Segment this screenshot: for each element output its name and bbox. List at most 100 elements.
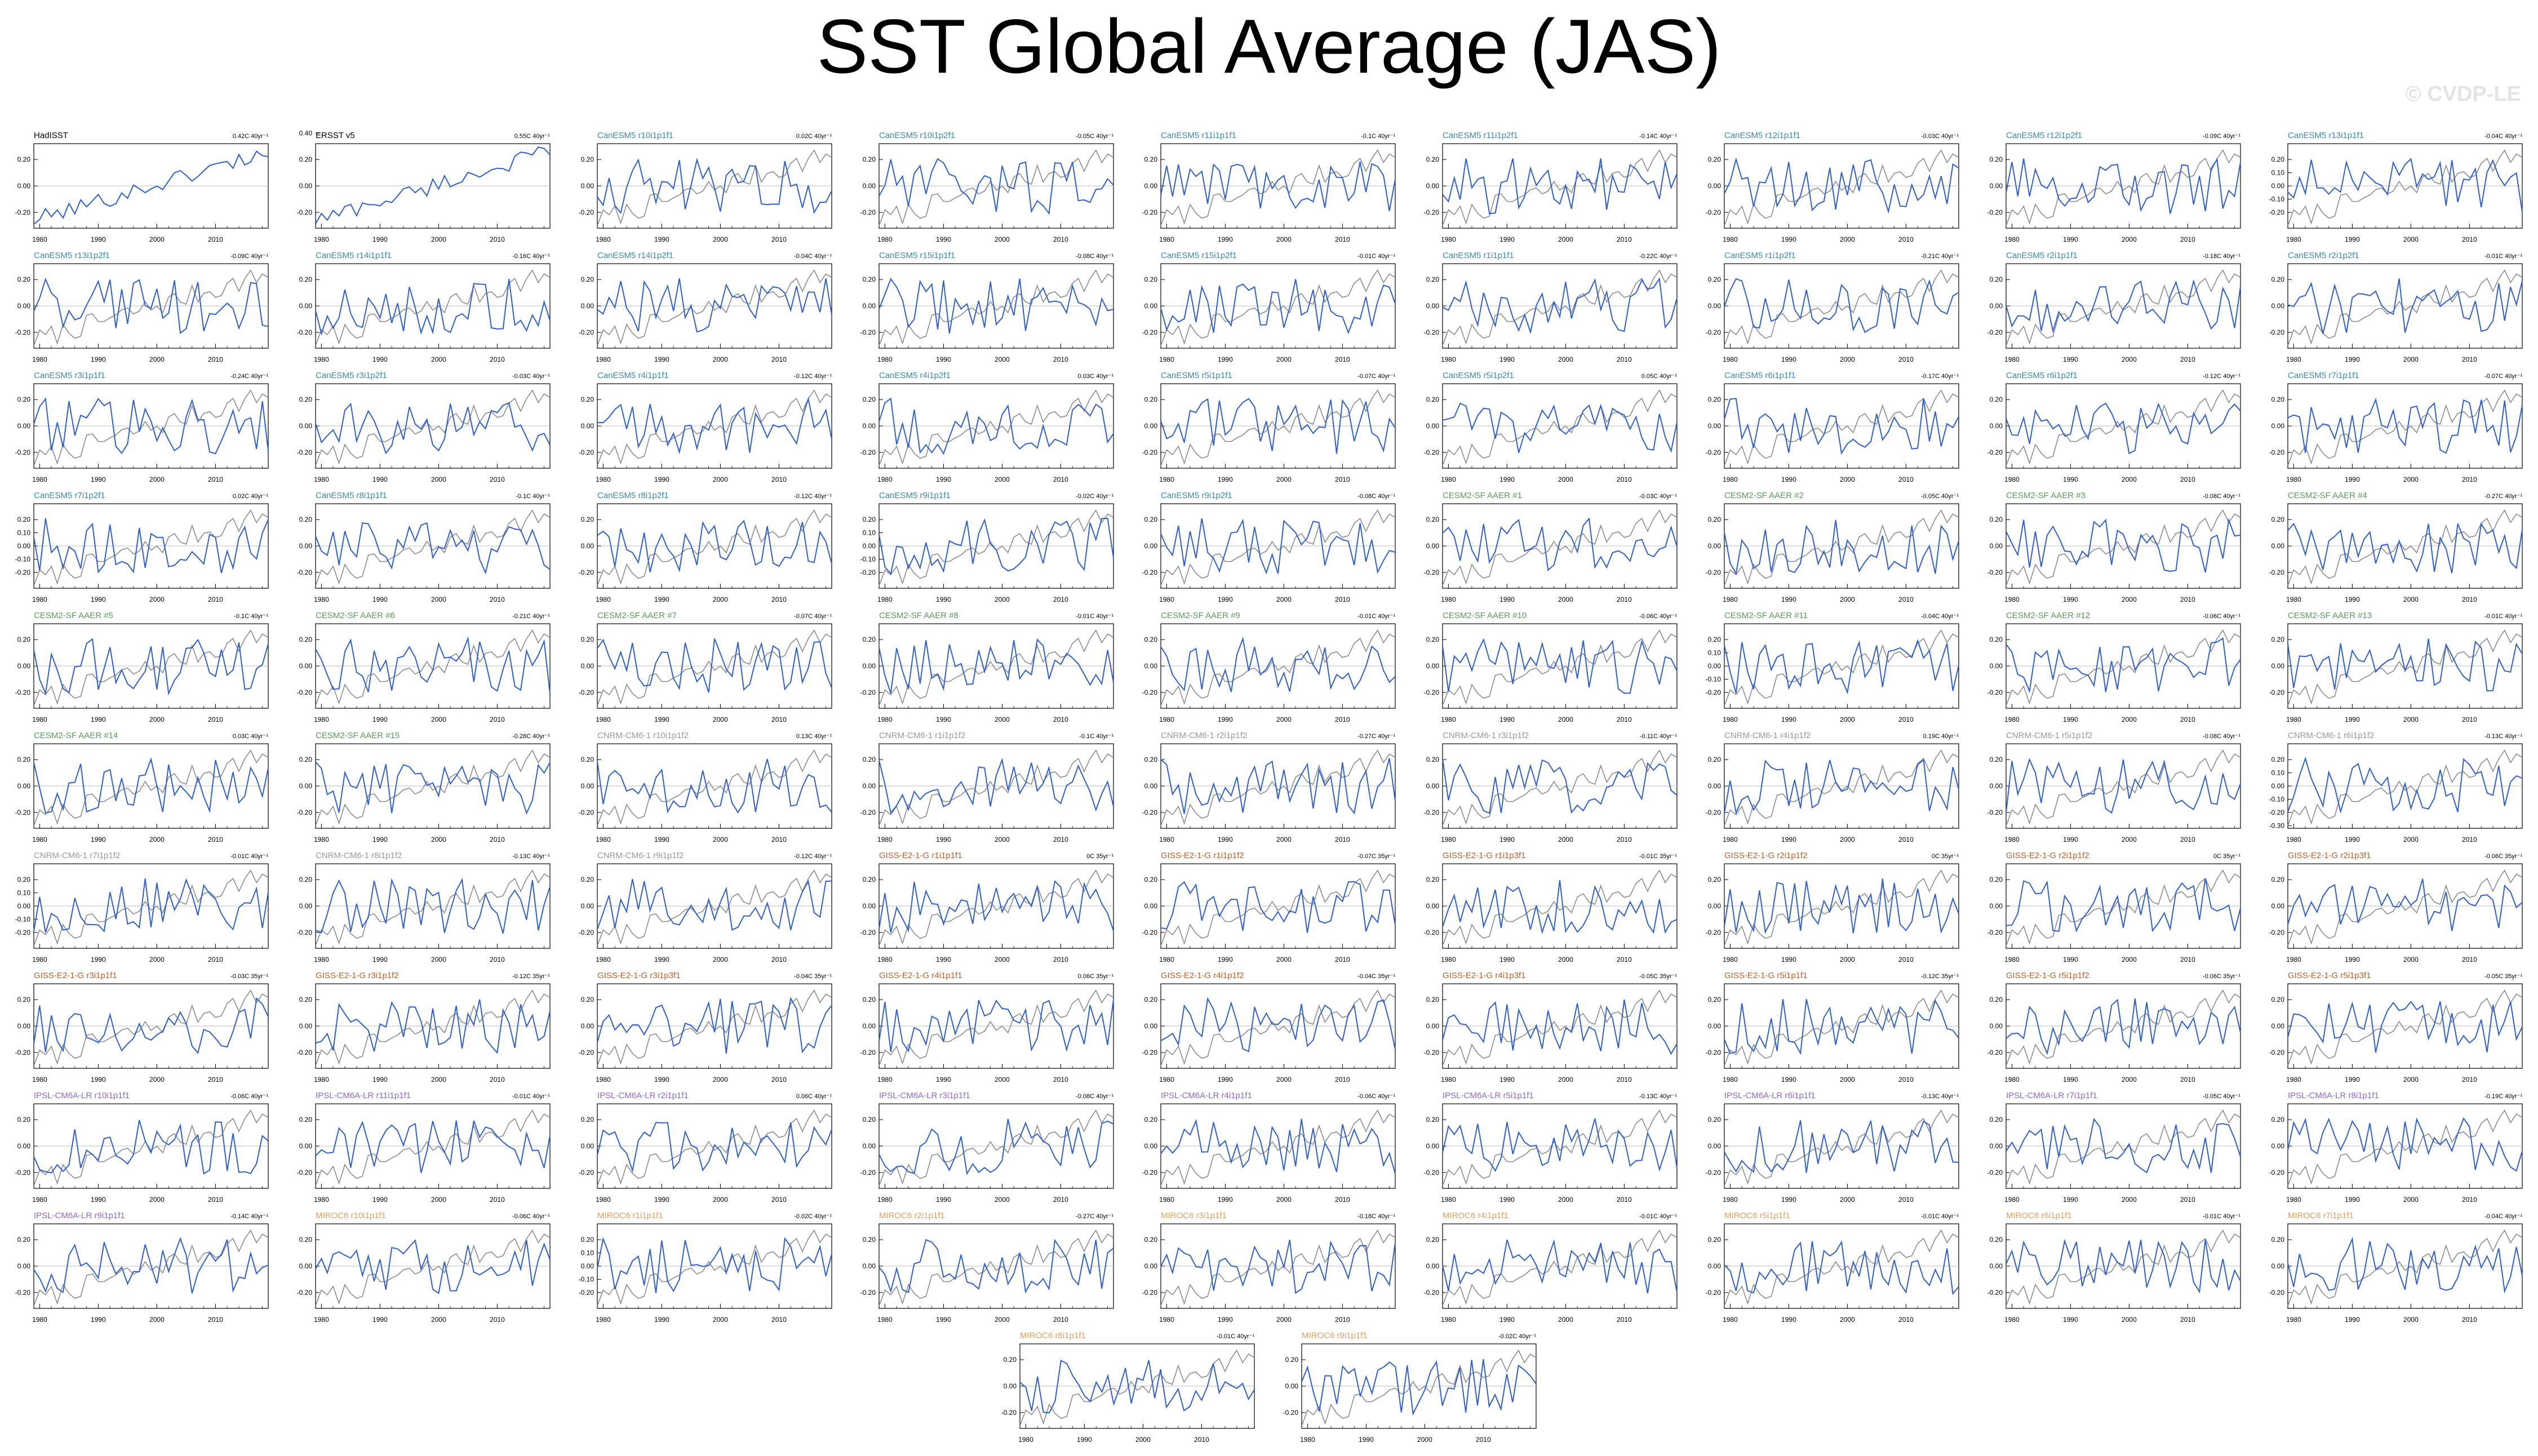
panel-title: IPSL-CM6A-LR r8i1p1f1 — [2288, 1091, 2379, 1100]
panel-trend: 0C 35yr⁻¹ — [1932, 853, 1959, 860]
observed-series-line — [2287, 509, 2523, 586]
panel-title: CanESM5 r14i1p1f1 — [316, 251, 392, 260]
y-tick-label: -0.20 — [1424, 569, 1440, 576]
x-tick-label: 1980 — [1159, 1316, 1174, 1324]
x-tick-label: 2010 — [208, 1316, 223, 1324]
y-tick-label: 0.20 — [1144, 396, 1158, 403]
panel-trend: -0.06C 40yr⁻¹ — [230, 1093, 268, 1100]
chart-panel: GISS-E2-1-G r3i1p1f1 -0.03C 35yr⁻¹ 0.20 0.0… — [15, 971, 269, 1084]
chart-panel: CanESM5 r7i1p1f1 -0.07C 40yr⁻¹ 0.20 0.00 -0.… — [2269, 371, 2523, 483]
watermark: © CVDP-LE — [2405, 82, 2521, 106]
y-tick-label: 0.00 — [1426, 1262, 1440, 1270]
y-tick-label: 0.20 — [863, 1236, 876, 1244]
x-tick-label: 1980 — [314, 716, 329, 723]
panel-trend: -0.08C 40yr⁻¹ — [1076, 1093, 1113, 1100]
chart-panel: CanESM5 r3i1p1f1 -0.24C 40yr⁻¹ 0.20 0.00 -0.… — [15, 371, 269, 483]
panel-trend: -0.27C 40yr⁻¹ — [1357, 733, 1395, 740]
x-tick-label: 1980 — [32, 596, 47, 603]
y-tick-label: -0.20 — [1424, 689, 1440, 696]
panel-trend: 0.06C 40yr⁻¹ — [796, 1093, 832, 1100]
observed-series-line — [2287, 389, 2523, 466]
simulated-series-line — [1442, 277, 1678, 335]
chart-panel: GISS-E2-1-G r3i1p1f2 -0.12C 35yr⁻¹ 0.20 0.0… — [297, 971, 551, 1084]
y-tick-label: 0.20 — [17, 516, 31, 523]
x-tick-label: 2010 — [2462, 1316, 2477, 1324]
simulated-series-line — [878, 397, 1114, 455]
y-tick-label: 0.00 — [17, 422, 31, 430]
simulated-series-line — [2287, 878, 2523, 931]
y-tick-label: 0.00 — [1708, 1262, 1721, 1270]
x-tick-label: 1980 — [2286, 716, 2301, 723]
panel-title: CESM2-SF AAER #6 — [316, 611, 395, 620]
simulated-series-line — [315, 636, 551, 694]
y-tick-label: -0.20 — [15, 208, 31, 216]
y-tick-label: -0.20 — [1987, 449, 2003, 456]
y-tick-label: 0.00 — [1990, 1022, 2003, 1030]
chart-panel: CanESM5 r4i1p2f1 0.03C 40yr⁻¹ 0.20 0.00 -0.2… — [860, 371, 1114, 483]
panel-trend: -0.01C 40yr⁻¹ — [2484, 613, 2522, 620]
panel-trend: -0.16C 40yr⁻¹ — [512, 253, 550, 260]
x-tick-label: 1990 — [372, 356, 388, 363]
chart-panel: CanESM5 r7i1p2f1 0.02C 40yr⁻¹ 0.20 0.10 0.00… — [15, 491, 269, 603]
x-tick-label: 2010 — [1335, 1196, 1350, 1204]
x-tick-label: 1990 — [2345, 236, 2360, 243]
y-tick-label: 0.20 — [1990, 756, 2003, 763]
y-tick-label: 0.00 — [581, 902, 594, 910]
panel-trend: 0.03C 40yr⁻¹ — [233, 733, 269, 740]
y-tick-label: -0.20 — [1424, 449, 1440, 456]
y-tick-label: 0.20 — [299, 1236, 313, 1244]
observed-series-line — [2287, 749, 2523, 826]
x-tick-label: 1980 — [314, 236, 329, 243]
panel-trend: -0.06C 40yr⁻¹ — [1639, 613, 1677, 620]
observed-series-line — [1160, 1229, 1396, 1306]
y-tick-label: 0.20 — [1990, 1116, 2003, 1124]
y-tick-label: 0.00 — [863, 1022, 876, 1030]
y-tick-label: -0.20 — [2269, 1289, 2285, 1297]
x-tick-label: 1980 — [596, 956, 611, 964]
simulated-series-line — [33, 878, 269, 933]
x-tick-label: 2010 — [2462, 836, 2477, 844]
y-tick-label: -0.20 — [15, 1169, 31, 1177]
x-tick-label: 1980 — [596, 1316, 611, 1324]
x-tick-label: 1990 — [1218, 596, 1233, 603]
observed-series-line — [1724, 869, 1959, 946]
x-tick-label: 2010 — [771, 236, 787, 243]
observed-series-line — [2005, 989, 2241, 1066]
x-tick-label: 1980 — [1159, 956, 1174, 964]
chart-panel: IPSL-CM6A-LR r9i1p1f1 -0.14C 40yr⁻¹ 0.20 0.… — [15, 1211, 269, 1324]
x-tick-label: 2000 — [431, 476, 446, 483]
y-tick-label: -0.20 — [2269, 208, 2285, 216]
panel-title: CESM2-SF AAER #10 — [1443, 611, 1527, 620]
observed-series-line — [1724, 629, 1959, 706]
y-tick-label: 0.20 — [1426, 396, 1440, 403]
chart-panel: CESM2-SF AAER #14 0.03C 40yr⁻¹ 0.20 0.00 -0.… — [15, 731, 269, 844]
y-tick-label: 0.20 — [863, 156, 876, 163]
x-tick-label: 2000 — [713, 236, 728, 243]
chart-panel: CNRM-CM6-1 r4i1p1f2 0.19C 40yr⁻¹ 0.20 0.00 -… — [1706, 731, 1959, 844]
y-tick-label: 0.00 — [1708, 1022, 1721, 1030]
observed-series-line — [2287, 989, 2523, 1066]
x-tick-label: 1980 — [596, 1076, 611, 1084]
x-tick-label: 2000 — [1276, 356, 1292, 363]
y-tick-label: 0.00 — [17, 662, 31, 670]
x-tick-label: 1990 — [1781, 1076, 1796, 1084]
x-tick-label: 1980 — [2004, 1076, 2020, 1084]
x-tick-label: 1990 — [1781, 956, 1796, 964]
x-tick-label: 1990 — [2063, 716, 2078, 723]
chart-panel: CanESM5 r14i1p2f1 -0.04C 40yr⁻¹ 0.20 0.00 -0… — [579, 251, 832, 363]
x-tick-label: 2000 — [713, 956, 728, 964]
y-tick-label: -0.20 — [1706, 208, 1721, 216]
observed-series-line — [2287, 1229, 2523, 1306]
y-tick-label: 0.20 — [299, 996, 313, 1004]
x-tick-label: 1990 — [654, 1316, 669, 1324]
x-tick-label: 1990 — [654, 236, 669, 243]
panel-title: CanESM5 r3i1p1f1 — [34, 371, 105, 380]
x-tick-label: 1980 — [32, 1076, 47, 1084]
observed-series-line — [1160, 389, 1396, 466]
x-tick-label: 2010 — [1617, 1076, 1632, 1084]
x-tick-label: 2010 — [490, 1196, 505, 1204]
y-tick-label: 0.20 — [1144, 1236, 1158, 1244]
x-tick-label: 1990 — [2063, 236, 2078, 243]
panel-title: IPSL-CM6A-LR r2i1p1f1 — [597, 1091, 689, 1100]
chart-panel: CESM2-SF AAER #11 -0.04C 40yr⁻¹ 0.20 0.10 0.… — [1706, 611, 1959, 723]
